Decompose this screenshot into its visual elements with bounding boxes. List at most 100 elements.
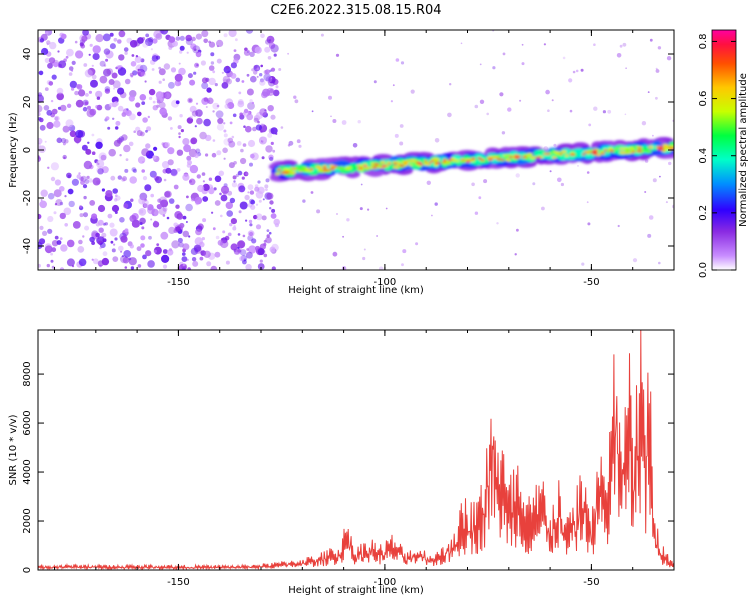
- noise-speck: [124, 228, 129, 233]
- snr-x-tick-label: -50: [583, 577, 599, 588]
- noise-speck: [199, 131, 207, 140]
- noise-speck: [158, 66, 162, 70]
- noise-speck: [66, 103, 72, 109]
- noise-speck: [193, 244, 202, 252]
- ridge-blob: [329, 167, 336, 170]
- noise-speck: [218, 170, 225, 177]
- noise-speck: [192, 260, 199, 267]
- sparse-speck: [543, 43, 547, 46]
- noise-speck: [151, 55, 159, 62]
- noise-speck: [95, 34, 104, 43]
- noise-speck: [222, 147, 228, 154]
- noise-speck: [132, 168, 137, 173]
- noise-speck: [251, 68, 255, 72]
- noise-speck: [203, 250, 211, 258]
- noise-speck: [44, 57, 50, 64]
- noise-speck: [246, 251, 253, 259]
- noise-speck: [193, 71, 197, 75]
- sparse-speck: [483, 179, 488, 184]
- noise-speck: [228, 140, 236, 148]
- noise-speck: [258, 199, 262, 203]
- noise-speck: [222, 230, 226, 234]
- noise-speck: [230, 218, 237, 225]
- sparse-speck: [668, 161, 672, 166]
- noise-speck: [241, 80, 245, 83]
- noise-speck: [38, 263, 41, 268]
- ridge-blob: [332, 165, 338, 168]
- noise-speck: [229, 197, 236, 204]
- noise-speck: [139, 94, 147, 101]
- noise-speck: [103, 48, 111, 55]
- noise-speck: [246, 73, 250, 77]
- noise-speck: [217, 117, 224, 125]
- noise-speck: [160, 231, 169, 240]
- noise-speck: [48, 57, 56, 64]
- sparse-speck: [575, 69, 579, 73]
- noise-speck: [205, 106, 208, 108]
- noise-speck: [85, 93, 89, 97]
- noise-speck: [82, 106, 88, 112]
- noise-speck: [129, 72, 134, 77]
- noise-speck: [251, 238, 257, 244]
- sparse-speck: [586, 201, 589, 204]
- ridge-blob: [460, 158, 465, 161]
- ridge-blob: [281, 171, 287, 174]
- noise-speck: [275, 85, 279, 89]
- noise-speck: [50, 99, 54, 103]
- noise-speck: [68, 127, 71, 130]
- noise-speck: [246, 88, 254, 96]
- noise-speck: [167, 116, 173, 121]
- sparse-speck: [332, 119, 337, 123]
- ridge-blob: [277, 168, 282, 171]
- noise-speck: [182, 252, 186, 256]
- noise-speck: [119, 154, 122, 157]
- noise-speck: [89, 200, 96, 206]
- noise-speck: [38, 94, 44, 103]
- noise-speck: [216, 150, 222, 156]
- noise-speck: [267, 56, 272, 60]
- sparse-speck: [330, 115, 332, 118]
- sparse-speck: [316, 209, 321, 214]
- noise-speck: [264, 109, 267, 112]
- snr-axes: -150 -100 -50 0 2000 4000 6000 8000: [22, 330, 675, 588]
- noise-speck: [118, 54, 125, 61]
- noise-speck: [121, 255, 124, 258]
- sparse-speck: [367, 208, 370, 211]
- ridge-blob: [565, 155, 576, 160]
- noise-speck: [155, 176, 162, 184]
- figure-title: C2E6.2022.315.08.15.R04: [270, 3, 441, 18]
- noise-speck: [177, 237, 183, 243]
- sparse-speck: [479, 63, 482, 66]
- noise-speck: [158, 80, 162, 84]
- noise-speck: [176, 168, 181, 172]
- noise-speck: [41, 47, 49, 56]
- noise-speck: [118, 30, 126, 38]
- noise-speck: [262, 198, 265, 201]
- noise-speck: [95, 141, 103, 149]
- noise-speck: [162, 206, 168, 212]
- noise-speck: [239, 112, 243, 117]
- ridge-blob: [606, 150, 610, 154]
- noise-speck: [208, 65, 215, 71]
- sparse-speck: [588, 123, 592, 127]
- noise-speck: [122, 256, 130, 264]
- noise-speck: [269, 246, 276, 253]
- noise-speck: [66, 258, 75, 267]
- noise-speck: [164, 142, 170, 148]
- noise-speck: [99, 242, 106, 249]
- noise-speck: [232, 113, 237, 118]
- ridge-blob: [560, 150, 567, 154]
- ridge-blob: [631, 150, 636, 153]
- noise-speck: [235, 173, 239, 177]
- noise-speck: [120, 250, 123, 253]
- noise-speck: [248, 245, 257, 254]
- noise-speck: [225, 201, 233, 210]
- colorbar-tick-label: 0.4: [698, 148, 709, 164]
- noise-speck: [155, 91, 164, 99]
- noise-speck: [61, 33, 67, 40]
- sparse-speck: [652, 134, 654, 137]
- noise-speck: [210, 265, 218, 270]
- noise-speck: [95, 90, 103, 98]
- noise-speck: [136, 246, 142, 252]
